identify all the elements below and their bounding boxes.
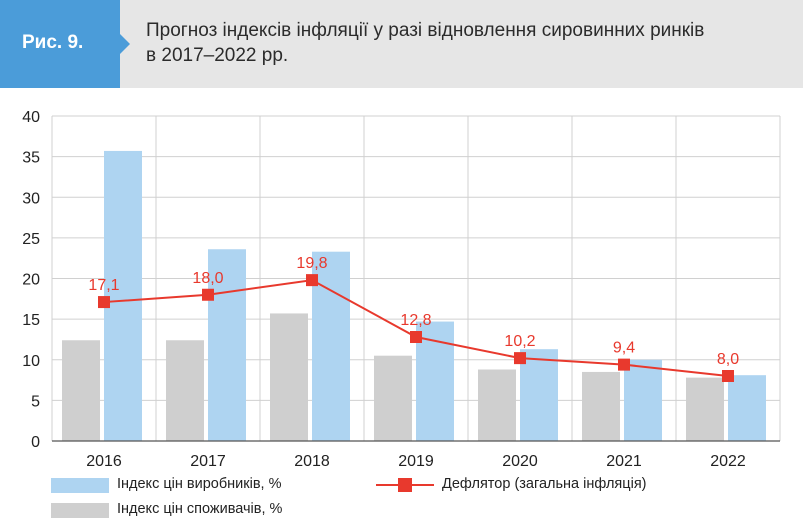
y-tick-label: 15	[22, 312, 40, 329]
legend-label-deflator: Дефлятор (загальна інфляція)	[442, 476, 647, 492]
legend-swatch-producer	[51, 478, 109, 493]
badge-notch	[120, 34, 130, 54]
deflator-data-label: 18,0	[192, 270, 223, 287]
bar-producer	[728, 375, 766, 441]
deflator-marker	[306, 274, 318, 287]
chart-title: Прогноз індексів інфляції у разі відновл…	[146, 20, 705, 66]
bar-consumer	[478, 369, 516, 441]
deflator-data-label: 9,4	[613, 340, 635, 357]
bar-producer	[520, 349, 558, 441]
bar-consumer	[62, 340, 100, 441]
header-band	[0, 0, 803, 88]
y-tick-label: 20	[22, 272, 40, 289]
legend-marker-deflator	[398, 478, 412, 492]
bar-consumer	[166, 340, 204, 441]
y-tick-label: 25	[22, 231, 40, 248]
x-tick-label: 2016	[86, 453, 122, 468]
figure-badge	[0, 0, 130, 88]
deflator-data-label: 10,2	[504, 333, 535, 350]
bar-consumer	[686, 377, 724, 441]
x-tick-label: 2018	[294, 453, 330, 468]
y-tick-label: 35	[22, 150, 40, 167]
deflator-data-label: 8,0	[717, 351, 739, 368]
deflator-marker	[202, 288, 214, 301]
deflator-data-label: 12,8	[400, 312, 431, 329]
bar-producer	[208, 249, 246, 441]
y-tick-label: 5	[31, 393, 40, 410]
x-tick-label: 2021	[606, 453, 642, 468]
deflator-data-label: 17,1	[88, 277, 119, 294]
x-tick-label: 2019	[398, 453, 434, 468]
x-tick-label: 2020	[502, 453, 538, 468]
chart-area: 0 5 10 15 20 25 30 35 40 2016 2017 2018 2019 2020 2021…	[22, 109, 781, 468]
y-tick-label: 30	[22, 190, 40, 207]
y-tick-label: 40	[22, 109, 40, 126]
deflator-marker	[98, 296, 110, 309]
figure-label: Рис. 9.	[22, 32, 84, 53]
y-tick-label: 10	[22, 353, 40, 370]
y-tick-label: 0	[31, 434, 40, 451]
bar-consumer	[374, 355, 412, 441]
legend-label-consumer: Індекс цін споживачів, %	[117, 501, 283, 517]
deflator-marker	[618, 358, 630, 371]
bar-consumer	[270, 313, 308, 441]
deflator-data-label: 19,8	[296, 255, 327, 272]
legend-swatch-consumer	[51, 503, 109, 518]
legend-label-producer: Індекс цін виробників, %	[117, 476, 282, 492]
bar-producer	[624, 359, 662, 441]
bar-consumer	[582, 371, 620, 441]
deflator-marker	[410, 331, 422, 343]
bar-producer	[104, 150, 142, 441]
deflator-marker	[722, 370, 734, 382]
x-tick-label: 2017	[190, 453, 226, 468]
x-tick-label: 2022	[710, 453, 746, 468]
deflator-marker	[514, 352, 526, 365]
